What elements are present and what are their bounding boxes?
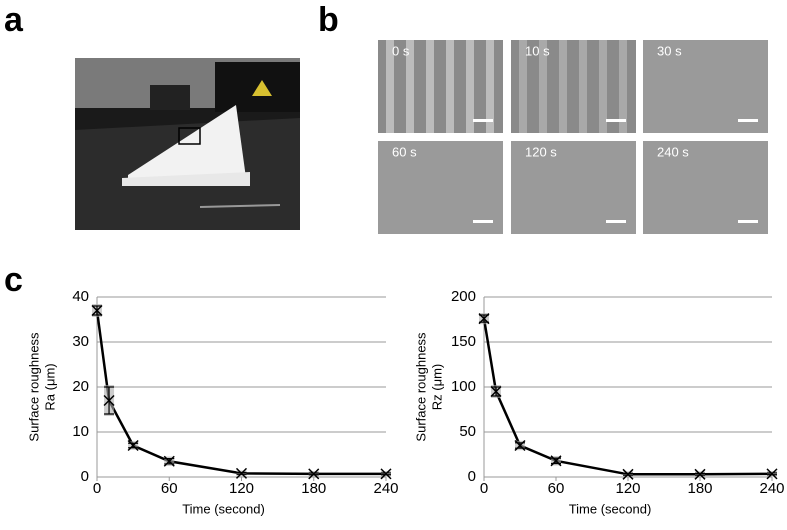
marker — [490, 385, 502, 398]
scale-bar — [606, 119, 626, 122]
groove — [599, 40, 607, 133]
x-tick-label: 180 — [301, 480, 326, 497]
panel-label: c — [4, 261, 23, 299]
x-tick-label: 120 — [229, 480, 254, 497]
groove — [446, 40, 454, 133]
y-tick-label: 0 — [468, 468, 476, 485]
marker — [91, 304, 103, 317]
groove — [466, 40, 474, 133]
x-tick-label: 240 — [759, 480, 784, 497]
marker — [622, 468, 634, 480]
y-tick-label: 0 — [81, 468, 89, 485]
groove — [539, 40, 547, 133]
y-axis-label: Ra (μm) — [42, 363, 57, 410]
y-tick-label: 40 — [72, 288, 89, 305]
scale-bar — [738, 220, 758, 223]
groove — [579, 40, 587, 133]
scale-bar — [473, 119, 493, 122]
groove — [406, 40, 414, 133]
groove — [486, 40, 494, 133]
y-axis-label: Surface roughness — [413, 332, 428, 442]
sem-label: 30 s — [657, 43, 682, 58]
panel-label: a — [4, 1, 24, 39]
marker — [380, 468, 392, 480]
panel-label: b — [318, 1, 339, 39]
groove — [426, 40, 434, 133]
sem-label: 0 s — [392, 43, 410, 58]
marker — [694, 468, 706, 480]
marker — [514, 439, 526, 452]
data-line — [95, 310, 386, 476]
sem-label: 240 s — [657, 144, 689, 159]
y-tick-label: 30 — [72, 333, 89, 350]
x-tick-label: 60 — [161, 480, 178, 497]
y-axis-label: Rz (μm) — [429, 364, 444, 410]
marker — [103, 394, 115, 407]
y-tick-label: 150 — [451, 333, 476, 350]
sem-label: 60 s — [392, 144, 417, 159]
marker — [308, 468, 320, 480]
x-tick-label: 120 — [615, 480, 640, 497]
y-tick-label: 20 — [72, 378, 89, 395]
y-tick-label: 100 — [451, 378, 476, 395]
y-tick-label: 50 — [459, 423, 476, 440]
y-axis-label: Surface roughness — [26, 332, 41, 442]
y-tick-label: 10 — [72, 423, 89, 440]
x-tick-label: 180 — [687, 480, 712, 497]
x-tick-label: 240 — [373, 480, 398, 497]
marker — [235, 467, 248, 479]
scale-bar — [473, 220, 493, 223]
sem-image — [511, 40, 636, 133]
groove — [619, 40, 627, 133]
marker — [163, 455, 175, 467]
sem-label: 120 s — [525, 144, 557, 159]
marker — [478, 313, 490, 325]
x-tick-label: 60 — [548, 480, 565, 497]
sem-image — [378, 141, 503, 234]
sem-label: 10 s — [525, 43, 550, 58]
marker — [127, 439, 139, 452]
x-tick-label: 0 — [93, 480, 101, 497]
x-axis-label: Time (second) — [182, 501, 265, 516]
sem-image — [378, 40, 503, 133]
y-tick-label: 200 — [451, 288, 476, 305]
marker — [766, 468, 778, 480]
scale-bar — [606, 220, 626, 223]
sem-image — [643, 141, 768, 234]
groove — [386, 40, 394, 133]
x-tick-label: 0 — [480, 480, 488, 497]
groove — [519, 40, 527, 133]
x-axis-label: Time (second) — [569, 501, 652, 516]
scale-bar — [738, 119, 758, 122]
photo — [75, 58, 300, 230]
sem-image — [643, 40, 768, 133]
groove — [559, 40, 567, 133]
sem-image — [511, 141, 636, 234]
marker — [550, 455, 562, 467]
